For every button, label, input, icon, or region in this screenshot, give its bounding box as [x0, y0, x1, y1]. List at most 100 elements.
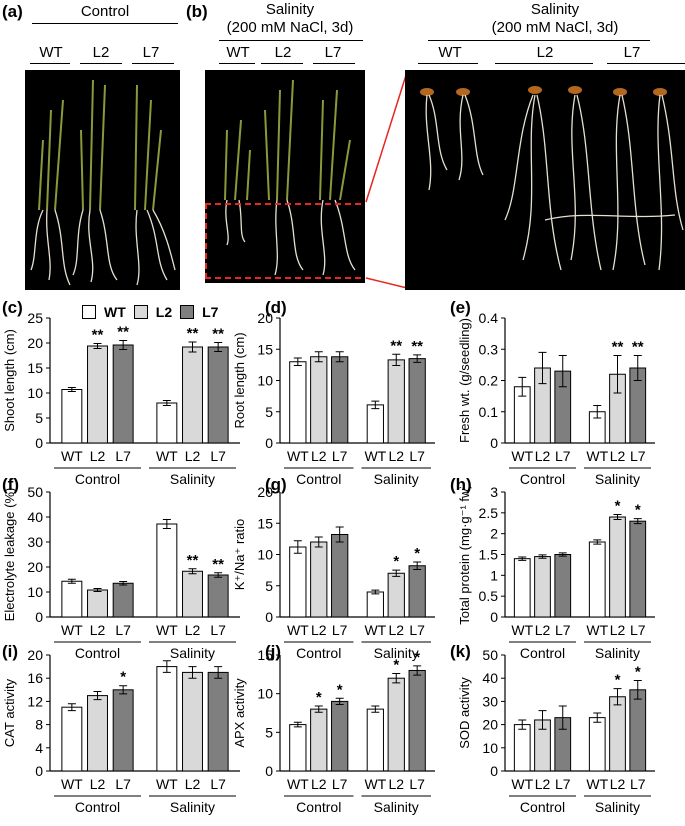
y-tick-label: 12 — [27, 693, 43, 709]
y-tick-label: 10 — [27, 584, 43, 600]
x-tick-label: L7 — [332, 622, 348, 638]
chart-h: 0 0.5 1 1.5 2 2.5 3 Total protein (mg·g⁻¹ fw) WT… — [457, 487, 655, 661]
group-label: Control — [75, 645, 120, 661]
photo-b-group-l7: L7 — [324, 44, 342, 61]
group-label: Salinity — [374, 645, 419, 661]
bar-salinity-l7 — [629, 689, 647, 772]
error-bar — [314, 536, 323, 548]
error-bar — [593, 539, 602, 545]
x-tick-label: L7 — [630, 776, 646, 792]
y-tick-label: 15 — [257, 650, 273, 663]
y-tick-label: 1 — [490, 567, 498, 583]
group-label: Salinity — [170, 471, 215, 487]
bar-salinity-l7 — [629, 520, 647, 618]
y-tick-label: 30 — [482, 693, 498, 709]
x-tick-label: L7 — [555, 776, 571, 792]
panel-label-h: (h) — [450, 475, 472, 494]
x-tick-label: L2 — [185, 622, 201, 638]
y-tick-label: 40 — [27, 509, 43, 525]
error-bar — [314, 705, 323, 713]
y-tick-label: 10 — [257, 686, 273, 702]
group-label: Control — [75, 471, 120, 487]
error-bar — [392, 569, 401, 577]
bar-salinity-l7 — [207, 671, 229, 772]
x-tick-label: WT — [156, 448, 178, 464]
bar-control-wt — [289, 546, 307, 618]
error-bar — [188, 341, 197, 353]
y-tick-label: 20 — [27, 335, 43, 351]
divider — [607, 63, 685, 64]
bar-control-l7 — [331, 356, 349, 444]
error-bar — [188, 568, 197, 575]
bar-control-l2 — [87, 589, 108, 618]
error-bar — [593, 712, 602, 723]
group-label: Salinity — [170, 645, 215, 661]
group-label: Control — [296, 471, 341, 487]
photo-b-group-wt: WT — [226, 44, 250, 61]
group-label: Control — [520, 471, 565, 487]
significance-marker: * — [414, 650, 420, 666]
x-tick-label: L7 — [210, 776, 226, 792]
error-bar — [162, 519, 171, 529]
panel-label-b: (b) — [186, 2, 208, 21]
bar-salinity-l7 — [408, 565, 426, 618]
bar-control-l7 — [331, 534, 349, 618]
legend-label-l7: L7 — [202, 304, 219, 320]
error-bar — [314, 351, 323, 363]
y-tick-label: 50 — [27, 487, 43, 500]
group-label: Salinity — [374, 799, 419, 815]
y-tick-label: 0.5 — [479, 588, 499, 604]
bar-control-l2 — [87, 345, 108, 444]
error-bar — [335, 526, 344, 543]
group-label: Control — [520, 645, 565, 661]
y-tick-label: 30 — [27, 534, 43, 550]
error-bar — [93, 343, 102, 349]
x-tick-label: L2 — [535, 622, 551, 638]
y-tick-label: 0 — [265, 763, 273, 779]
y-tick-label: 4 — [35, 740, 43, 756]
group-label: Control — [520, 799, 565, 815]
y-tick-label: 8 — [35, 717, 43, 733]
divider — [30, 63, 70, 64]
error-bar — [214, 342, 223, 352]
x-tick-label: L2 — [185, 448, 201, 464]
group-label: Control — [296, 799, 341, 815]
y-tick-label: 0.1 — [479, 404, 499, 420]
legend-label-wt: WT — [104, 304, 126, 320]
bar-salinity-wt — [588, 541, 606, 618]
divider — [261, 63, 303, 64]
y-tick-label: 15 — [257, 515, 273, 531]
y-tick-label: 0 — [35, 435, 43, 451]
error-bar — [371, 589, 380, 595]
x-tick-label: WT — [364, 622, 386, 638]
divider — [313, 63, 355, 64]
error-bar — [119, 685, 128, 695]
x-tick-label: L2 — [610, 622, 626, 638]
x-tick-label: WT — [156, 776, 178, 792]
group-label: Control — [75, 799, 120, 815]
bar-salinity-wt — [366, 708, 384, 772]
seedling-photo-control — [25, 70, 180, 290]
bar-salinity-l2 — [182, 346, 203, 444]
bar-salinity-wt — [156, 402, 178, 444]
y-tick-label: 0 — [265, 609, 273, 625]
photo-a-group-l7: L7 — [142, 44, 160, 61]
bar-salinity-wt — [156, 666, 178, 772]
photo-a-title: Control — [80, 3, 130, 20]
bar-control-wt — [61, 389, 83, 444]
bar-salinity-wt — [366, 404, 384, 444]
significance-marker: * — [615, 498, 621, 515]
y-axis-label: APX activity — [232, 678, 247, 748]
x-tick-label: L7 — [115, 622, 131, 638]
y-tick-label: 0.4 — [479, 313, 499, 326]
error-bar — [93, 691, 102, 701]
y-tick-label: 0 — [490, 609, 498, 625]
bar-control-l7 — [331, 700, 349, 772]
y-tick-label: 20 — [257, 487, 273, 500]
y-tick-label: 50 — [482, 650, 498, 663]
x-tick-label: L2 — [90, 776, 106, 792]
error-bar — [392, 673, 401, 684]
significance-marker: ** — [212, 326, 224, 343]
bar-control-l7 — [554, 554, 572, 618]
